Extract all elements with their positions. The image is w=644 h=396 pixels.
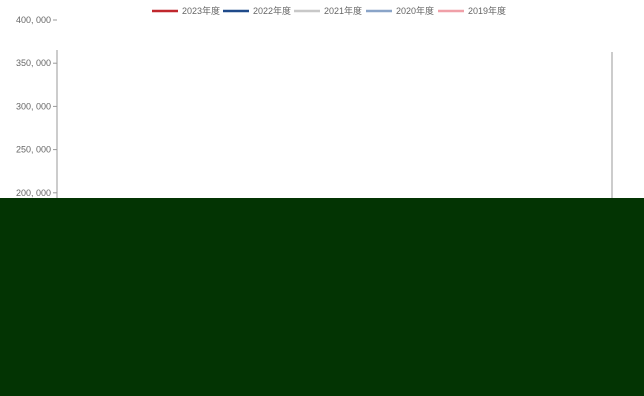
legend-label: 2023年度 <box>182 5 220 16</box>
legend-label: 2019年度 <box>468 5 506 16</box>
legend-label: 2022年度 <box>253 5 291 16</box>
legend-label: 2020年度 <box>396 5 434 16</box>
y-tick-label: 200, 000 <box>16 188 51 198</box>
obscured-region <box>0 198 644 396</box>
y-tick-label: 400, 000 <box>16 15 51 25</box>
legend: 2023年度 2022年度 2021年度 2020年度 2019年度 <box>152 5 506 16</box>
y-tick-label: 350, 000 <box>16 58 51 68</box>
y-tick-label: 250, 000 <box>16 145 51 155</box>
legend-label: 2021年度 <box>324 5 362 16</box>
y-tick-label: 300, 000 <box>16 101 51 111</box>
